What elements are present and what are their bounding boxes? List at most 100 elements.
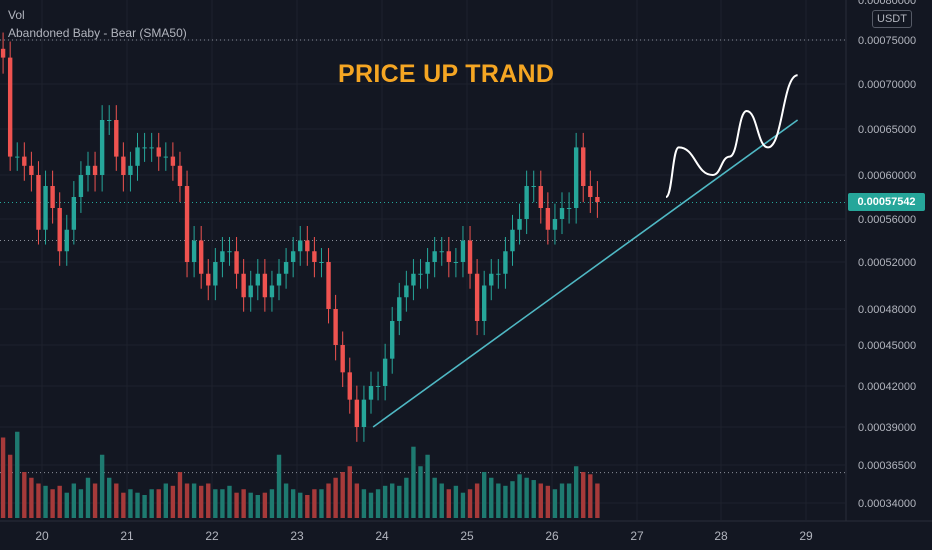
price-tick-label: 0.00042000 — [858, 381, 916, 393]
drawing-overlays — [372, 74, 799, 428]
volume-bar — [142, 495, 147, 518]
volume-bar — [234, 492, 239, 518]
volume-bar — [22, 472, 27, 518]
time-tick-label: 20 — [35, 529, 49, 543]
candle-body — [29, 165, 34, 175]
volume-bar — [418, 466, 423, 518]
candle-body — [446, 251, 452, 262]
volume-bar — [382, 485, 388, 518]
candle-body — [43, 186, 48, 230]
volume-bar — [375, 489, 381, 518]
volume-bar — [319, 489, 324, 518]
candle-body — [121, 156, 126, 175]
price-tick-label: 0.00075000 — [858, 35, 916, 47]
candle-body — [269, 285, 275, 298]
candle-body — [333, 309, 338, 345]
volume-bar — [368, 492, 374, 518]
volume-bar — [64, 492, 69, 518]
volume-bar — [135, 492, 140, 518]
candle-body — [566, 208, 572, 209]
pattern-indicator-label[interactable]: Abandoned Baby - Bear (SMA50) — [8, 26, 187, 40]
candle-body — [489, 273, 494, 286]
candle-body — [163, 156, 169, 158]
candle-body — [467, 240, 473, 274]
volume-bar — [354, 483, 360, 518]
volume-bar — [269, 489, 275, 518]
volume-bar — [446, 489, 452, 518]
candle-body — [411, 273, 416, 286]
volume-bar — [538, 483, 543, 518]
candle-body — [290, 251, 296, 262]
price-axis[interactable]: 0.00034000 0.00036500 0.00039000 0.00042000… — [845, 0, 932, 550]
candle-body — [206, 273, 211, 286]
candle-body — [404, 285, 409, 298]
volume-bar — [177, 472, 183, 518]
candle-body — [50, 186, 55, 208]
volume-bar — [36, 483, 41, 518]
volume-indicator-label[interactable]: Vol — [8, 8, 25, 22]
volume-bar — [397, 485, 402, 518]
volume-bar — [566, 483, 572, 518]
candle-body — [170, 156, 176, 166]
volume-bar — [595, 483, 600, 518]
candle-body — [213, 262, 218, 286]
candle-body — [418, 273, 423, 275]
volume-bar — [340, 472, 345, 518]
candle-body — [538, 186, 543, 208]
time-tick-label: 26 — [545, 529, 559, 543]
volume-bar — [390, 483, 395, 518]
time-tick-label: 21 — [120, 529, 134, 543]
volume-bar — [481, 472, 487, 518]
volume-bar — [276, 454, 282, 518]
quote-currency-badge[interactable]: USDT — [872, 10, 912, 28]
candle-body — [531, 186, 536, 187]
volume-bar — [503, 485, 508, 518]
volume-bar — [283, 483, 289, 518]
candle-body — [234, 251, 239, 274]
candle-body — [135, 147, 140, 166]
candle-body — [460, 240, 466, 262]
candle-body — [375, 386, 381, 387]
time-axis[interactable]: 20 21 22 23 24 25 26 27 28 29 — [0, 520, 932, 550]
candle-body — [368, 386, 374, 400]
current-price-badge: 0.00057542 — [848, 193, 925, 211]
candle-body — [220, 251, 225, 262]
volume-bar — [7, 454, 13, 518]
volume-bar — [496, 483, 501, 518]
volume-bar — [15, 431, 20, 518]
candle-body — [142, 147, 147, 149]
volume-bar — [262, 492, 268, 518]
volume-bar — [404, 477, 409, 518]
candle-body — [305, 240, 310, 252]
candle-body — [298, 240, 303, 252]
volume-bar — [241, 489, 246, 518]
candle-body — [545, 208, 551, 230]
volume-bar — [92, 483, 98, 518]
candle-body — [347, 372, 352, 400]
volume-bar — [573, 466, 579, 518]
volume-bar — [198, 485, 204, 518]
candle-body — [92, 165, 98, 175]
candle-body — [432, 251, 437, 262]
volume-bar — [581, 472, 586, 518]
candle-body — [57, 208, 62, 252]
candle-body — [64, 229, 69, 252]
candle-body — [78, 175, 84, 197]
candle-body — [474, 273, 480, 321]
price-tick-label: 0.00039000 — [858, 422, 916, 434]
candle-body — [283, 262, 289, 274]
volume-bar — [559, 483, 565, 518]
candle-body — [510, 229, 515, 252]
volume-bar — [163, 483, 169, 518]
candle-body — [496, 273, 501, 275]
volume-bar — [107, 477, 112, 518]
volume-bar — [78, 489, 84, 518]
price-tick-label: 0.00048000 — [858, 304, 916, 316]
volume-bar — [220, 489, 225, 518]
volume-bar — [50, 489, 55, 518]
volume-bar — [128, 489, 133, 518]
time-tick-label: 25 — [460, 529, 474, 543]
volume-bar — [531, 480, 536, 518]
headline-annotation[interactable]: PRICE UP TRAND — [338, 60, 555, 88]
